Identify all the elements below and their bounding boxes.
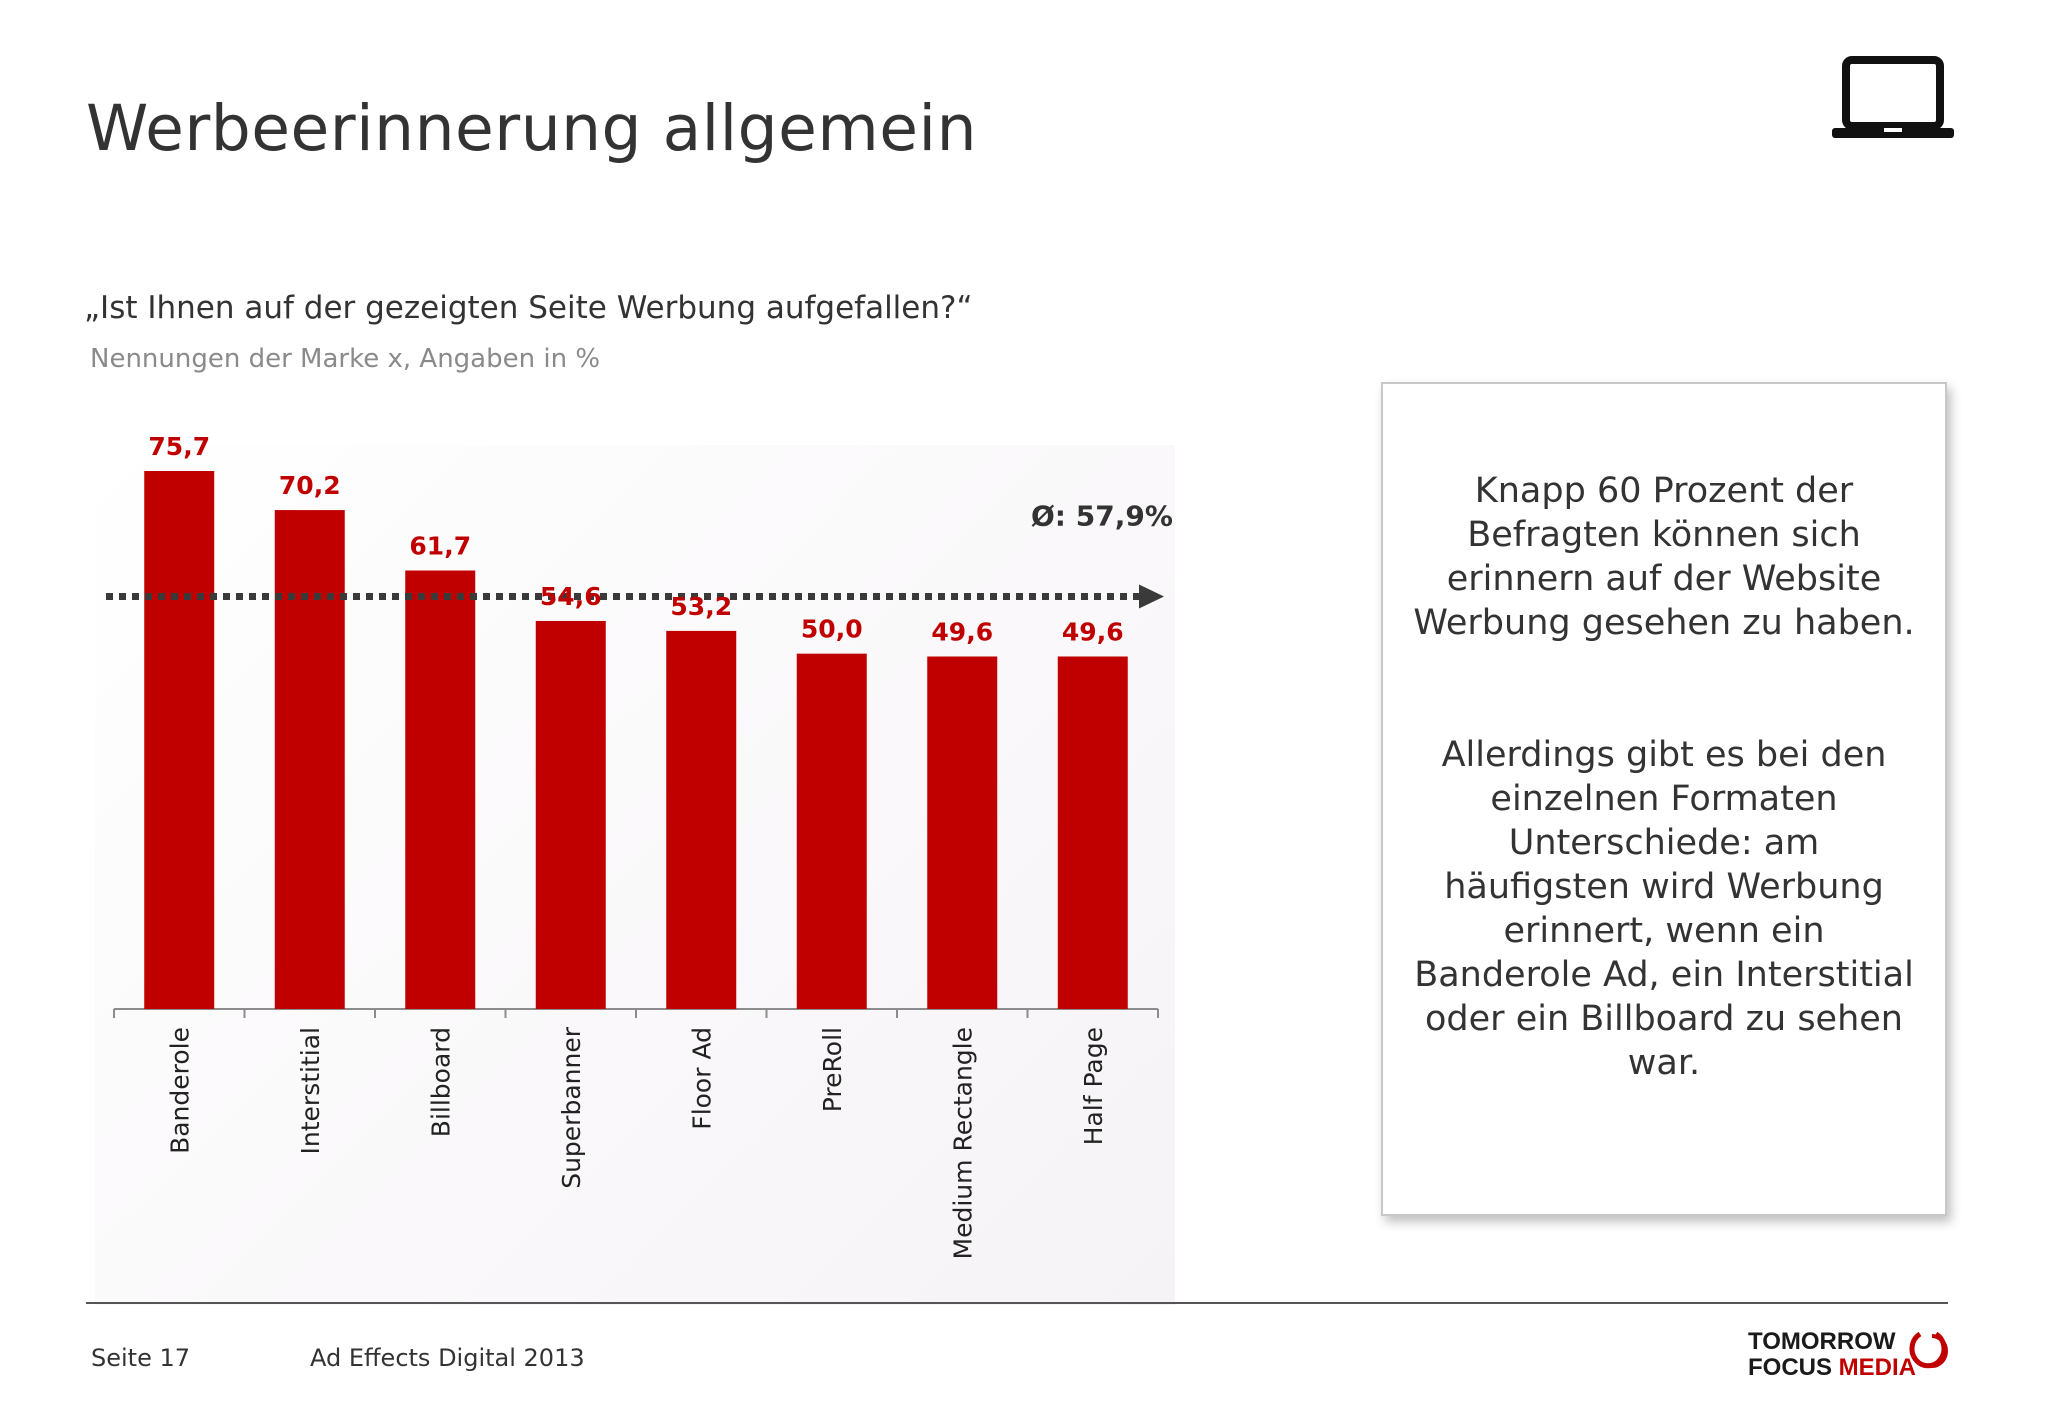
bar — [1057, 656, 1128, 1009]
average-label: Ø: 57,9% — [1031, 500, 1173, 533]
bar-value-label: 70,2 — [279, 471, 341, 500]
bar — [927, 656, 998, 1009]
bar — [535, 620, 606, 1009]
logo-media: MEDIA — [1838, 1354, 1917, 1381]
bar — [796, 653, 867, 1009]
category-label: Floor Ad — [687, 1027, 716, 1130]
bar-value-label: 49,6 — [1062, 617, 1124, 646]
bar-value-label: 53,2 — [670, 592, 732, 621]
chart-subtitle: Nennungen der Marke x, Angaben in % — [90, 344, 601, 374]
category-label: Interstitial — [296, 1027, 325, 1154]
average-arrow-icon — [1139, 584, 1164, 609]
bar-value-label: 61,7 — [409, 531, 471, 560]
logo-focus: FOCUS — [1748, 1354, 1832, 1381]
callout-paragraph-1: Knapp 60 Prozent der Befragten können si… — [1413, 471, 1915, 643]
page-title: Werbeerinnerung allgemein — [86, 92, 977, 165]
logo-ring-icon — [1909, 1331, 1948, 1369]
company-logo: TOMORROW FOCUS MEDIA — [1748, 1328, 1948, 1390]
category-label: Superbanner — [557, 1026, 586, 1189]
bar-value-label: 50,0 — [801, 615, 863, 644]
bar-value-label: 54,6 — [540, 582, 602, 611]
category-label: Banderole — [165, 1027, 194, 1154]
laptop-icon — [1832, 56, 1954, 138]
callout-box: Knapp 60 Prozent der Befragten können si… — [1381, 382, 1947, 1216]
bar — [144, 471, 215, 1009]
page-number: Seite 17 — [91, 1344, 191, 1372]
category-label: PreRoll — [818, 1027, 847, 1112]
survey-question: „Ist Ihnen auf der gezeigten Seite Werbu… — [84, 290, 973, 326]
category-label: Half Page — [1079, 1027, 1108, 1145]
logo-line-2: FOCUS MEDIA — [1748, 1354, 1916, 1382]
bar — [274, 510, 345, 1009]
bar-value-label: 75,7 — [148, 432, 210, 461]
callout-paragraph-2: Allerdings gibt es bei den einzelnen For… — [1414, 735, 1914, 1083]
document-title: Ad Effects Digital 2013 — [310, 1344, 585, 1372]
bar — [405, 570, 476, 1009]
category-label: Medium Rectangle — [948, 1027, 977, 1259]
logo-line-1: TOMORROW — [1748, 1328, 1896, 1355]
bar — [666, 630, 737, 1009]
bar-value-label: 49,6 — [931, 617, 993, 646]
category-label: Billboard — [426, 1027, 455, 1137]
footer-divider — [86, 1302, 1948, 1304]
